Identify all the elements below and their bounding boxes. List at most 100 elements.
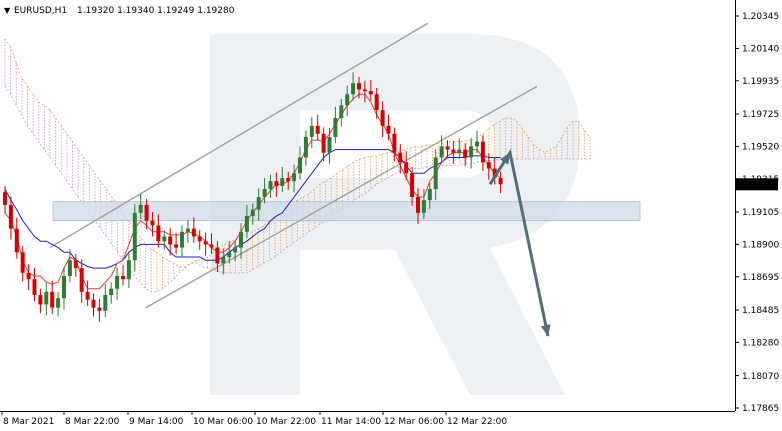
candle-body	[56, 298, 61, 308]
x-axis-ticks: 8 Mar 2021 8 Mar 22:00 9 Mar 14:00 10 Mar 0…	[1, 411, 507, 427]
kijun-sen-line	[4, 149, 501, 269]
current-price-tag: 1.19280	[736, 178, 778, 191]
senkou-span-b	[4, 86, 590, 293]
candle-body	[126, 260, 131, 280]
candle-body	[227, 252, 232, 258]
candle-body	[339, 105, 344, 118]
candle-body	[303, 136, 308, 158]
support-zone	[52, 201, 641, 222]
candle-body	[221, 257, 226, 264]
candle-body	[298, 157, 302, 174]
candle-body	[268, 181, 273, 190]
candle-body	[44, 291, 49, 305]
candle-body	[20, 252, 25, 273]
current-price-label: 1.19280	[740, 181, 777, 191]
chart-header: ▼ EURUSD,H1 1.19320 1.19340 1.19249 1.19…	[4, 6, 235, 16]
candle-body	[67, 260, 72, 277]
candle-body	[233, 247, 238, 253]
candle-body	[174, 244, 179, 248]
candle-body	[138, 204, 143, 213]
candle-body	[451, 149, 456, 153]
y-tick-label: 1.19935	[742, 77, 779, 87]
y-tick-label: 1.18900	[742, 241, 779, 251]
y-tick-label: 1.18695	[742, 273, 779, 283]
candle-body	[274, 181, 279, 186]
candle-body	[374, 94, 379, 111]
channel-upper-line	[49, 22, 429, 249]
candle-body	[309, 125, 314, 137]
candle-body	[14, 228, 19, 253]
channel-lower-line	[145, 85, 538, 309]
candle-body	[345, 94, 350, 106]
y-tick-label: 1.18070	[742, 372, 779, 382]
candle-body	[132, 212, 137, 261]
candle-body	[262, 189, 267, 197]
candle-body	[97, 307, 102, 311]
candle-body	[292, 173, 297, 182]
candle-body	[475, 141, 479, 147]
candle-body	[398, 152, 403, 163]
candle-body	[121, 276, 125, 280]
candle-body	[362, 89, 367, 92]
candle-body	[321, 133, 326, 153]
candle-body	[427, 189, 432, 201]
x-tick-label: 12 Mar 06:00	[384, 417, 444, 427]
y-tick-label: 1.20345	[742, 12, 779, 22]
candle-body	[357, 83, 361, 90]
candle-body	[26, 272, 31, 280]
y-tick-label: 1.18485	[742, 306, 779, 316]
candle-body	[404, 162, 409, 174]
candle-body	[79, 268, 84, 292]
candle-body	[3, 192, 7, 205]
x-tick-label: 11 Mar 14:00	[321, 417, 381, 427]
candle-body	[480, 141, 485, 163]
candle-body	[368, 91, 373, 95]
senkou-span-a	[4, 38, 591, 267]
header-dropdown-icon: ▼	[4, 6, 11, 15]
candle-body	[386, 125, 391, 134]
candle-body	[185, 228, 190, 232]
candle-body	[150, 220, 155, 226]
candle-body	[421, 200, 426, 213]
ohlc-values: 1.19320 1.19340 1.19249 1.19280	[77, 6, 235, 16]
candle-body	[50, 291, 55, 308]
x-tick-label: 10 Mar 22:00	[256, 417, 316, 427]
candle-body	[168, 236, 173, 245]
candle-body	[197, 236, 202, 242]
y-tick-label: 1.19105	[742, 208, 779, 218]
candle-body	[8, 204, 13, 229]
candle-body	[280, 178, 285, 186]
symbol-label: EURUSD,H1	[14, 6, 67, 16]
arrowhead	[540, 324, 551, 337]
y-tick-label: 1.19520	[742, 143, 779, 153]
candle-body	[351, 83, 356, 95]
candle-body	[492, 168, 497, 179]
candle-body	[91, 299, 96, 308]
candle-body	[498, 178, 503, 185]
candle-body	[109, 288, 114, 295]
candle-body	[286, 178, 291, 182]
candle-body	[191, 228, 196, 237]
candle-body	[156, 225, 161, 242]
candle-body	[457, 149, 462, 153]
candle-body	[333, 117, 338, 137]
candle-body	[410, 173, 415, 197]
candle-body	[392, 133, 397, 153]
candle-body	[380, 110, 385, 126]
candle-body	[486, 162, 491, 169]
candle-body	[32, 279, 37, 295]
candle-body	[433, 157, 438, 190]
candle-body	[469, 146, 474, 158]
candle-body	[144, 204, 149, 221]
x-tick-label: 8 Mar 2021	[3, 417, 54, 427]
candle-body	[209, 244, 214, 248]
x-tick-label: 8 Mar 22:00	[65, 417, 120, 427]
candle-body	[38, 294, 43, 305]
candle-body	[215, 247, 220, 264]
forecast-path	[488, 148, 550, 337]
y-tick-label: 1.18280	[742, 339, 779, 349]
candle-body	[416, 196, 420, 213]
candle-body	[85, 291, 90, 300]
candle-body	[463, 149, 468, 158]
